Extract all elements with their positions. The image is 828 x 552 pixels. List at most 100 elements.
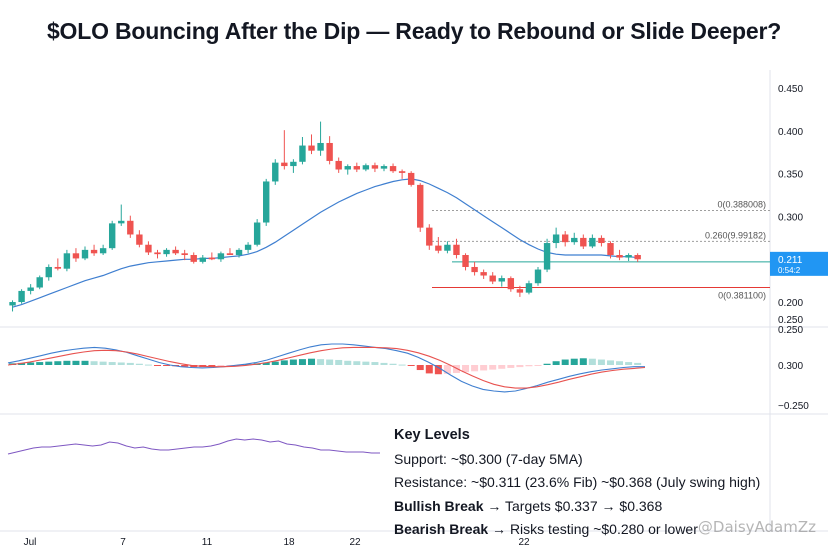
x-tick-label: 7 <box>120 537 126 548</box>
candle-body <box>99 248 107 254</box>
price-panel: 0(0.388008) 0.260(9.99182) 0(0.381100) <box>9 121 770 312</box>
candle-body <box>407 172 415 185</box>
candle-body <box>543 243 551 270</box>
bearish-label: Bearish Break <box>394 521 489 537</box>
candle-body <box>36 277 43 288</box>
macd-histogram-bar <box>353 361 361 365</box>
candle-body <box>281 162 288 167</box>
candle-body <box>199 257 206 262</box>
macd-histogram-bar <box>389 363 397 365</box>
candle-body <box>127 220 134 235</box>
candle-body <box>235 249 243 256</box>
bullish-label: Bullish Break <box>394 497 484 514</box>
candle-body <box>154 252 161 255</box>
macd-histogram-bar <box>570 358 578 365</box>
rsi-panel <box>7 438 380 455</box>
candle-body <box>299 145 306 162</box>
macd-histogram-bar <box>54 361 62 365</box>
candle-body <box>72 253 80 259</box>
candle-body <box>417 184 424 228</box>
candle-body <box>353 166 361 170</box>
macd-histogram-bar <box>606 360 614 365</box>
candle-body <box>471 266 478 273</box>
macd-histogram-bar <box>434 365 442 375</box>
macd-histogram-bar <box>45 361 53 365</box>
macd-histogram-bar <box>588 358 596 365</box>
macd-histogram-bar <box>407 365 415 366</box>
macd-histogram-bar <box>271 361 279 365</box>
candle-body <box>181 253 188 256</box>
macd-histogram-bar <box>317 359 325 365</box>
macd-panel <box>7 343 646 393</box>
macd-histogram-bar <box>144 364 152 366</box>
macd-histogram-bar <box>425 365 433 374</box>
macd-histogram-bar <box>344 360 352 365</box>
candle-body <box>398 171 406 173</box>
candle-body <box>389 166 397 172</box>
x-tick-label: 11 <box>202 537 213 548</box>
candle-body <box>253 222 261 245</box>
macd-histogram-bar <box>208 365 216 368</box>
macd-histogram-bar <box>90 361 98 365</box>
x-tick-label: 18 <box>283 537 295 548</box>
watermark: @DaisyAdamZz <box>697 518 816 536</box>
macd-signal-line <box>7 346 646 389</box>
candle-body <box>507 278 515 290</box>
x-tick-label: 22 <box>518 537 530 548</box>
key-levels-panel: Key Levels Support: ~$0.300 (7-day 5MA) … <box>394 424 824 542</box>
macd-histogram-bar <box>443 365 451 374</box>
macd-histogram-bar <box>63 360 71 365</box>
macd-histogram-bar <box>217 365 225 367</box>
candle-body <box>435 245 442 251</box>
macd-histogram-bar <box>525 365 533 367</box>
candle-body <box>534 269 542 284</box>
macd-histogram-bar <box>298 359 306 365</box>
candle-body <box>308 145 315 151</box>
candle-body <box>480 272 487 276</box>
candle-body <box>561 234 569 243</box>
candle-body <box>571 237 578 243</box>
macd-histogram-bar <box>543 363 551 365</box>
price-tick-label: 0.200 <box>778 298 803 309</box>
candle-body <box>634 255 641 260</box>
candle-body <box>263 181 270 223</box>
macd-histogram-bar <box>81 360 89 365</box>
candle-body <box>462 255 469 267</box>
macd-histogram-bar <box>108 362 116 365</box>
macd-histogram-bar <box>308 358 316 365</box>
chart-title: $OLO Bouncing After the Dip — Ready to R… <box>46 18 782 44</box>
macd-histogram-bar <box>99 361 107 365</box>
candle-body <box>90 249 98 254</box>
candle-body <box>163 249 170 255</box>
macd-histogram-bar <box>516 365 524 368</box>
candle-body <box>244 244 252 250</box>
macd-histogram-bar <box>498 365 506 369</box>
candle-body <box>326 142 333 161</box>
candle-body <box>516 289 524 293</box>
candle-body <box>63 253 71 269</box>
candle-body <box>362 165 370 170</box>
candle-body <box>226 253 234 256</box>
macd-histogram-bar <box>335 359 343 365</box>
candle-body <box>607 243 614 256</box>
candle-body <box>453 244 460 256</box>
macd-histogram-bar <box>625 362 633 365</box>
macd-histogram-bar <box>416 365 424 371</box>
candle-body <box>27 287 34 291</box>
x-tick-label: 22 <box>349 537 361 548</box>
candle-body <box>136 234 143 245</box>
macd-histogram-bar <box>634 362 642 365</box>
last-price-countdown: 0:54:2 <box>778 266 801 275</box>
resistance-level: Resistance: ~$0.311 (23.6% Fib) ~$0.368 … <box>394 474 761 490</box>
fib-level-label: 0.260(9.99182) <box>705 230 766 240</box>
macd-tick-label: −0.250 <box>778 401 809 412</box>
macd-histogram-bar <box>181 365 189 367</box>
x-tick-label: Jul <box>24 537 37 548</box>
candle-body <box>580 237 587 247</box>
macd-histogram-bar <box>163 365 171 366</box>
macd-tick-label: 0.300 <box>778 361 803 372</box>
candle-body <box>190 255 197 262</box>
candle-body <box>335 160 342 170</box>
fib-level-label: 0(0.381100) <box>718 291 766 301</box>
